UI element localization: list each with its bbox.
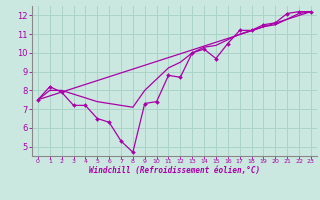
- X-axis label: Windchill (Refroidissement éolien,°C): Windchill (Refroidissement éolien,°C): [89, 166, 260, 175]
